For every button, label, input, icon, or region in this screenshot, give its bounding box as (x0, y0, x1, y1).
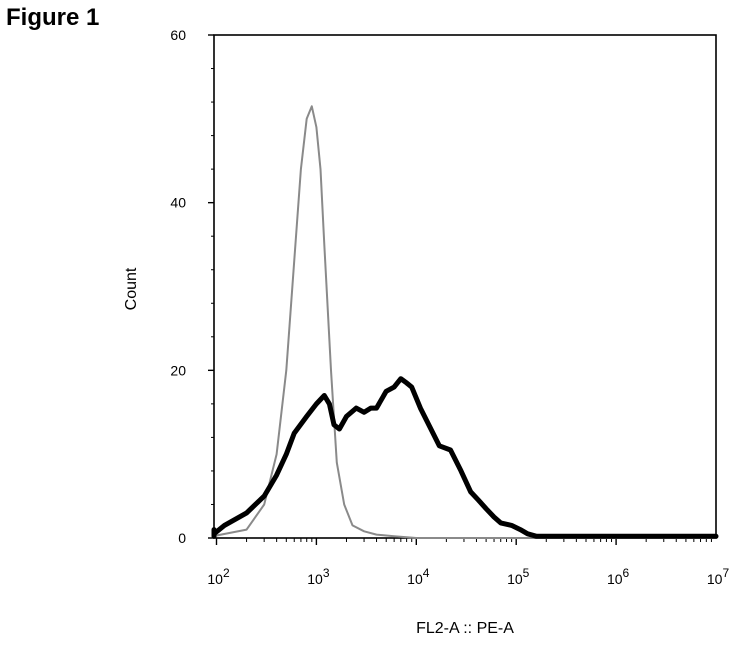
tick-labels: 0 20 40 60 102 103 104 105 106 107 (170, 27, 729, 587)
y-tick-label: 40 (170, 195, 186, 211)
x-tick-label: 107 (707, 566, 730, 587)
histogram-series-line-2 (211, 376, 719, 539)
y-axis-title: Count (123, 267, 140, 310)
x-tick-label: 102 (207, 566, 230, 587)
y-tick-label: 60 (170, 27, 186, 43)
y-tick-label: 0 (178, 530, 186, 546)
x-tick-label: 103 (307, 566, 330, 587)
plot-frame (213, 34, 717, 539)
x-tick-label: 105 (507, 566, 530, 587)
y-tick-label: 20 (170, 362, 186, 378)
x-tick-label: 106 (607, 566, 630, 587)
data-series-group (211, 105, 719, 539)
figure-label: Figure 1 (6, 4, 100, 31)
histogram-series-line-1 (213, 105, 717, 539)
x-tick-label: 104 (407, 566, 430, 587)
x-axis-title: FL2-A :: PE-A (416, 620, 514, 637)
